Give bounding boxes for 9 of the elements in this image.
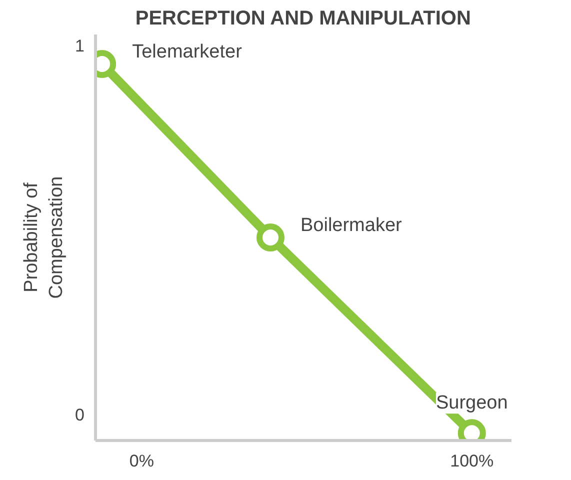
x-tick-label: 100%	[450, 452, 494, 470]
y-axis-title: Probability of Compensation	[20, 176, 68, 299]
y-tick-label: 1	[75, 36, 85, 56]
chart-title: PERCEPTION AND MANIPULATION	[135, 8, 471, 30]
annotation: Boilermaker	[300, 215, 403, 236]
annotation: Surgeon	[436, 392, 508, 414]
y-tick-label: 0	[75, 406, 85, 425]
annotation: Telemarketer	[132, 42, 243, 63]
x-tick-label: 0%	[129, 452, 154, 470]
